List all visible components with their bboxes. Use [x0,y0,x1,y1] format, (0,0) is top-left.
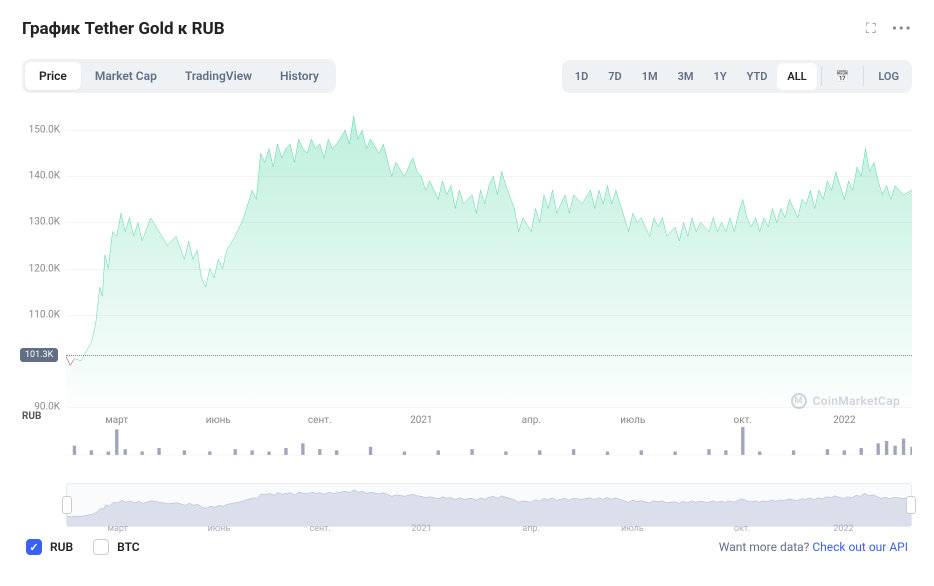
y-tick-label: 140.0K [29,171,60,182]
range-all[interactable]: ALL [777,63,816,90]
checkbox-box[interactable] [93,539,109,555]
range-overview-chart[interactable]: мартиюньсент.2021апр.июльокт.2022 [66,483,912,527]
currency-toggles: RUB BTC [26,539,140,555]
checkbox-box[interactable] [26,539,42,555]
mini-x-tick: сент. [310,524,331,534]
range-handle-right[interactable] [906,496,916,514]
mini-x-tick: окт. [734,524,751,534]
current-price-tag: 101.3K [20,348,58,362]
expand-icon[interactable]: ⛶ [866,21,874,37]
tab-tradingview[interactable]: TradingView [171,62,266,90]
mini-x-tick: июль [621,524,644,534]
price-chart: 90.0K110.0K120.0K130.0K140.0K150.0K Coin… [66,107,912,477]
log-toggle[interactable]: LOG [868,63,909,90]
range-3m[interactable]: 3M [668,63,704,90]
api-link[interactable]: Check out our API [812,540,908,554]
y-axis-currency-label: RUB [22,411,41,422]
mini-x-tick: 2022 [833,524,853,534]
range-1m[interactable]: 1M [632,63,668,90]
mini-x-tick: март [107,524,128,534]
range-1d[interactable]: 1D [565,63,598,90]
x-tick-label: окт. [734,415,753,426]
y-tick-label: 120.0K [29,263,60,274]
range-ytd[interactable]: YTD [737,63,778,90]
x-tick-label: 2022 [833,415,855,426]
range-selector: 1D7D1M3M1YYTDALL 📅 LOG [562,60,912,93]
x-tick-label: март [105,415,128,426]
y-tick-label: 110.0K [29,309,60,320]
x-tick-label: июнь [206,415,231,426]
range-1y[interactable]: 1Y [704,63,737,90]
mini-x-tick: апр. [522,524,540,534]
x-tick-label: июль [620,415,645,426]
tab-price[interactable]: Price [25,62,81,90]
y-tick-label: 130.0K [29,217,60,228]
range-handle-left[interactable] [62,496,72,514]
currency-checkbox-rub[interactable]: RUB [26,539,73,555]
currency-checkbox-btc[interactable]: BTC [93,539,140,555]
calendar-icon[interactable]: 📅 [826,63,860,90]
checkbox-label: RUB [50,540,73,554]
mini-x-tick: 2021 [411,524,431,534]
page-title: График Tether Gold к RUB [22,19,225,39]
checkbox-label: BTC [117,540,140,554]
more-icon[interactable]: ··· [892,18,912,39]
range-7d[interactable]: 7D [598,63,631,90]
x-tick-label: апр. [522,415,541,426]
view-tabs: PriceMarket CapTradingViewHistory [22,59,336,93]
y-tick-label: 150.0K [29,125,60,136]
mini-x-tick: июнь [208,524,231,534]
x-tick-label: сент. [308,415,332,426]
api-promo: Want more data? Check out our API [719,540,908,554]
tab-history[interactable]: History [266,62,333,90]
x-tick-label: 2021 [410,415,432,426]
tab-market-cap[interactable]: Market Cap [81,62,171,90]
